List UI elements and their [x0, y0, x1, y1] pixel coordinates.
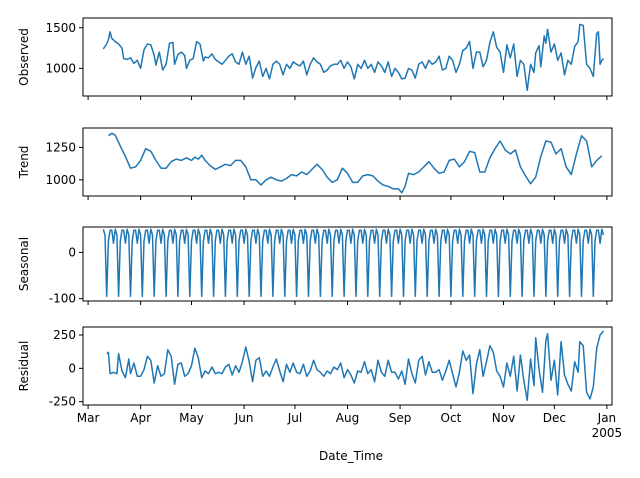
y-tick-label: 1500	[45, 21, 76, 35]
x-tick-label: Jan	[597, 411, 617, 425]
y-tick-label: 0	[68, 361, 76, 375]
x-tick-label: Nov	[492, 411, 515, 425]
x-tick-label: Jun	[234, 411, 254, 425]
subplot-trend: 1000 1250 Trend	[17, 127, 613, 200]
x-tick-label: Oct	[441, 411, 462, 425]
x-tick-label: Apr	[130, 411, 151, 425]
x-tick-label: Aug	[336, 411, 359, 425]
observed-series-line	[102, 23, 605, 92]
x-tick-label: 2005	[592, 426, 623, 440]
subplot-residual: -250 0 250 Residual Mar Apr May Jun Jul Aug Sep Oct…	[17, 326, 623, 440]
y-tick-label: -100	[49, 292, 76, 306]
subplot-observed: 1000 1500 Observed	[17, 17, 613, 100]
observed-axis-label: Observed	[17, 28, 31, 86]
x-tick-label: Mar	[77, 411, 100, 425]
y-tick-label: 1000	[45, 173, 76, 187]
x-tick-label: Sep	[389, 411, 412, 425]
x-tick-label: Dec	[543, 411, 566, 425]
y-tick-label: -250	[49, 395, 76, 409]
seasonal-series-line	[102, 228, 605, 298]
y-tick-label: 1250	[45, 140, 76, 154]
residual-series-line	[106, 330, 605, 402]
subplots: 1000 1500 Observed 1000 1250 Trend -100 0 Season…	[17, 17, 623, 440]
trend-series-line	[107, 132, 603, 194]
trend-axis-label: Trend	[17, 146, 31, 180]
x-axis-label: Date_Time	[319, 449, 383, 463]
residual-axis-label: Residual	[17, 341, 31, 392]
subplot-seasonal: -100 0 Seasonal	[17, 226, 613, 306]
y-tick-label: 250	[53, 328, 76, 342]
y-tick-label: 0	[68, 245, 76, 259]
x-tick-label: Jul	[287, 411, 302, 425]
y-tick-label: 1000	[45, 61, 76, 75]
x-tick-label: May	[179, 411, 204, 425]
seasonal-axis-label: Seasonal	[17, 237, 31, 291]
